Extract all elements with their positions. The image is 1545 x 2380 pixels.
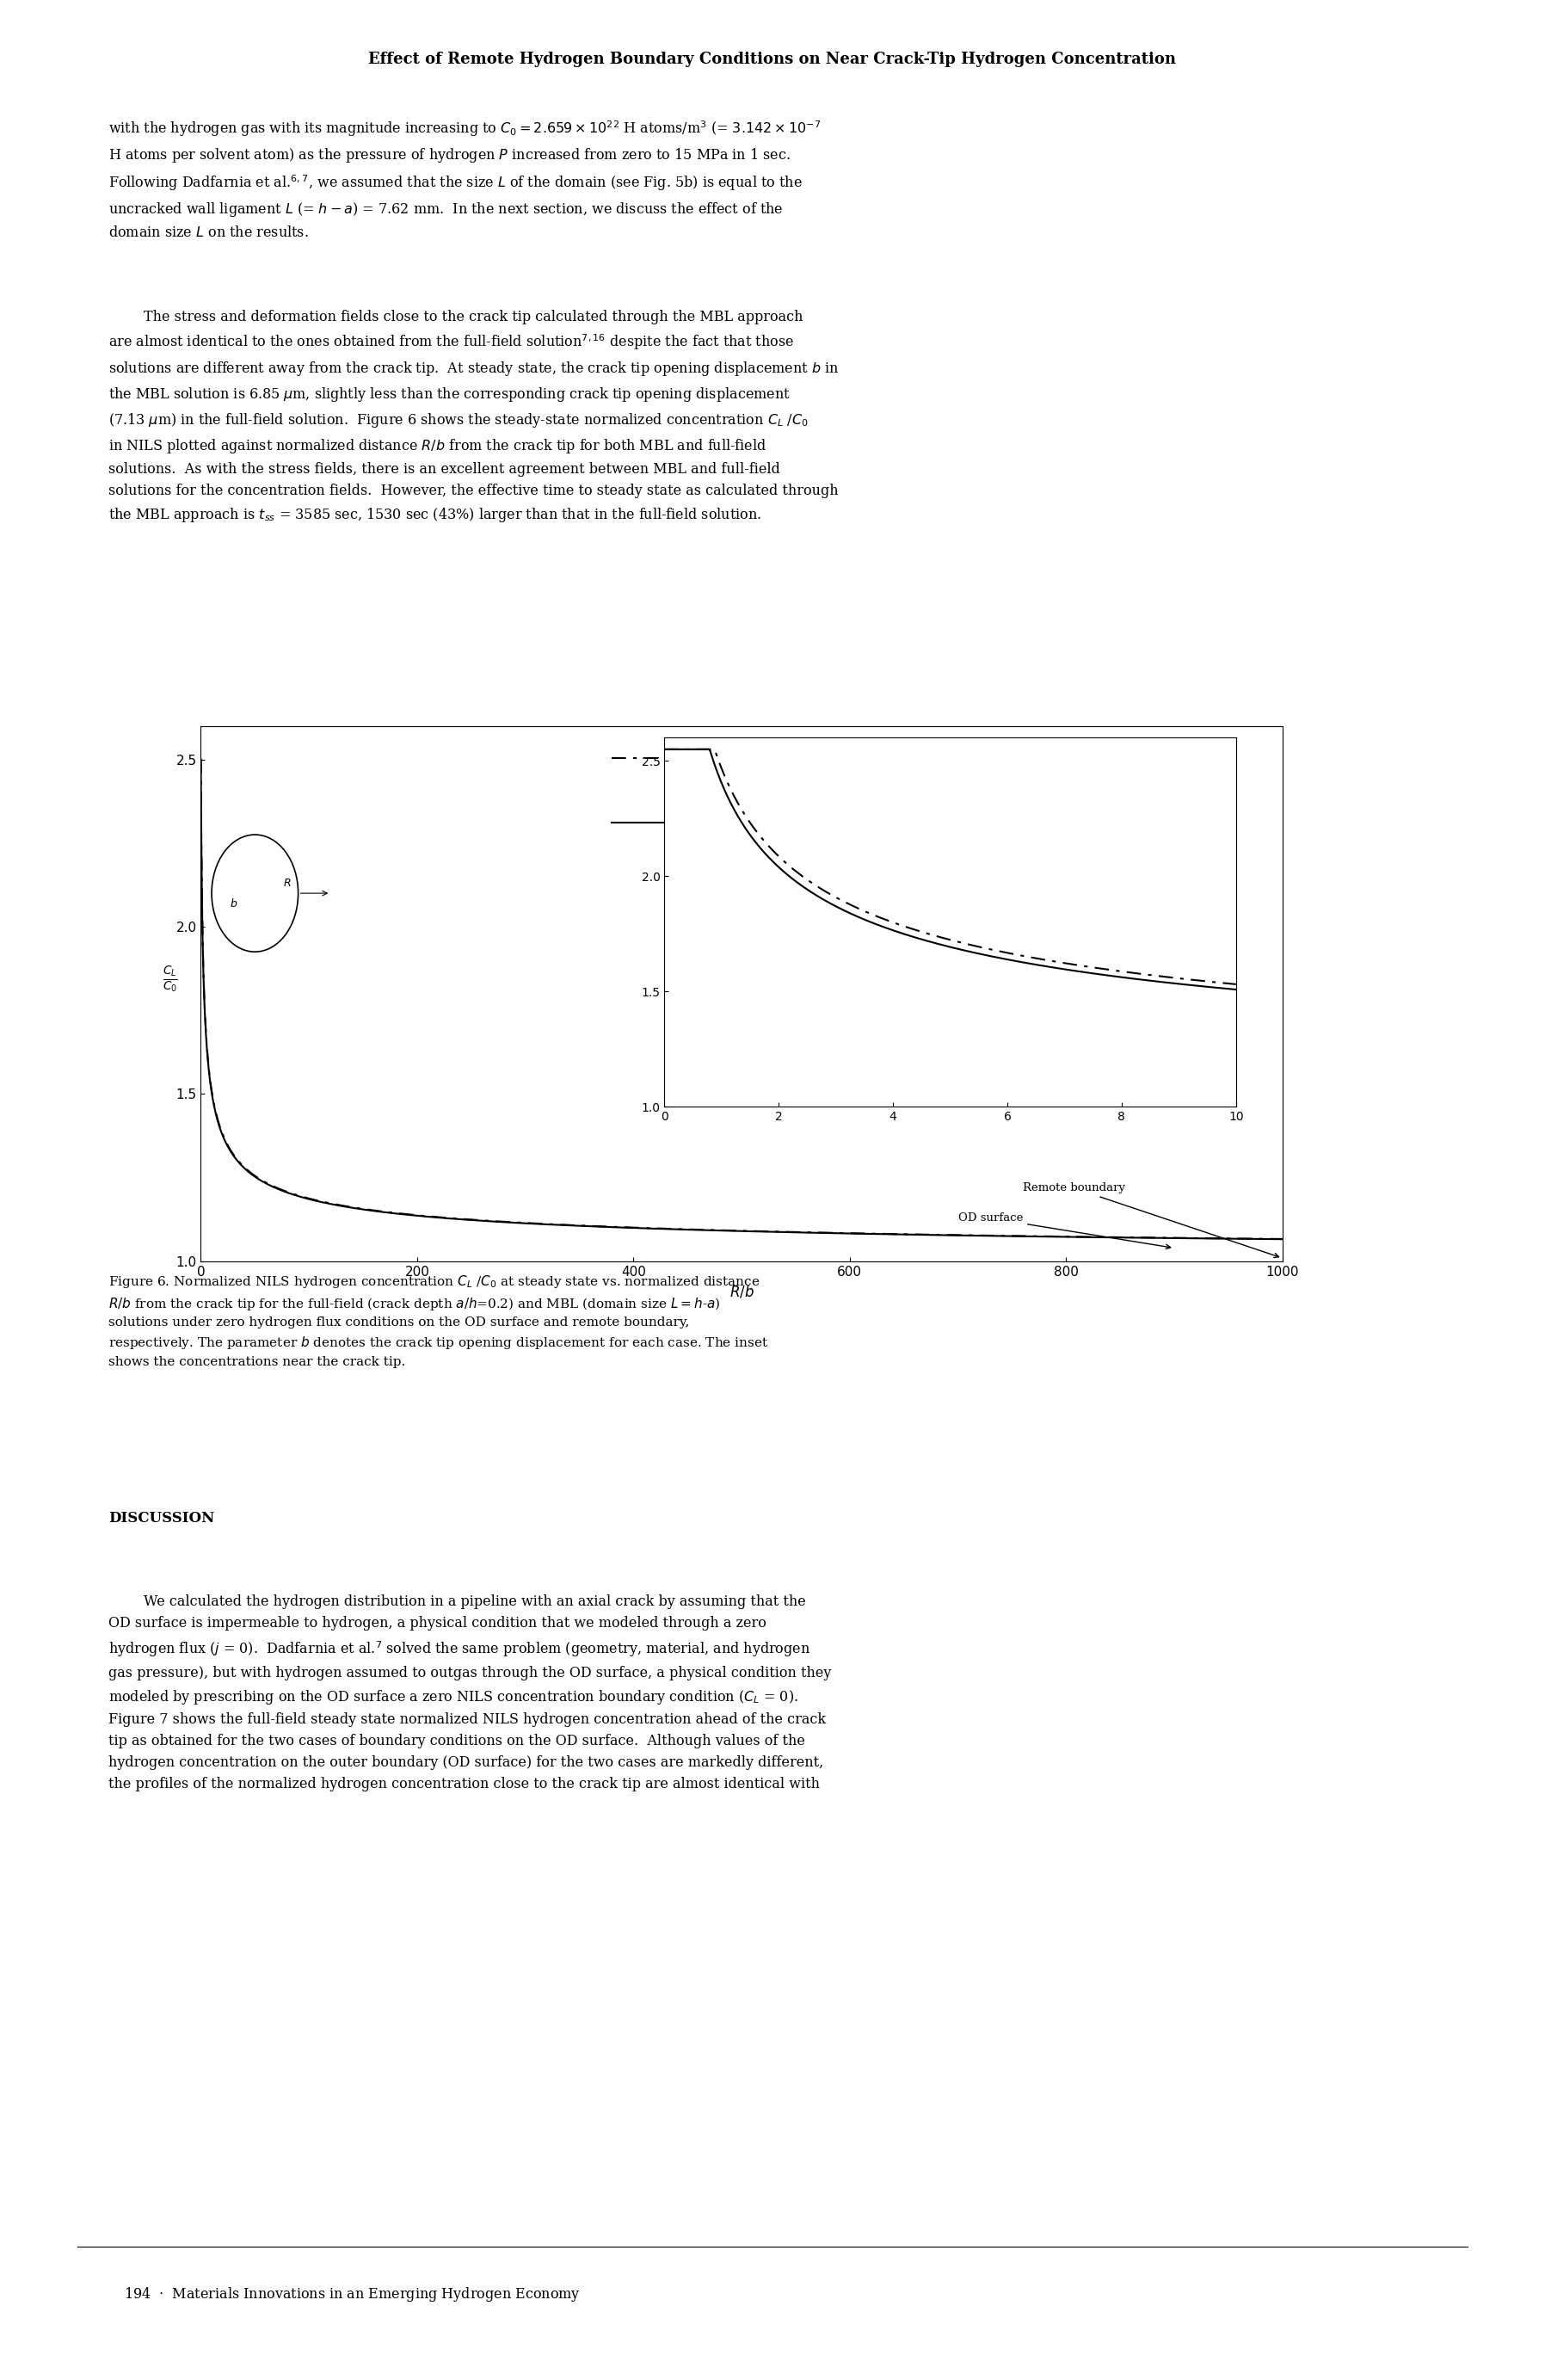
Ellipse shape [212,835,298,952]
Text: OD surface: OD surface [958,1214,1171,1250]
Text: $R$: $R$ [283,878,292,888]
Text: Remote boundary: Remote boundary [1023,1183,1279,1257]
Text: with the hydrogen gas with its magnitude increasing to $C_0 = 2.659\times10^{22}: with the hydrogen gas with its magnitude… [108,119,820,240]
Text: $K_I$ = 34.12 MPa$\sqrt{m}$: $K_I$ = 34.12 MPa$\sqrt{m}$ [980,869,1086,883]
Text: 194  $\cdot$  Materials Innovations in an Emerging Hydrogen Economy: 194 $\cdot$ Materials Innovations in an … [124,2285,581,2304]
Text: We calculated the hydrogen distribution in a pipeline with an axial crack by ass: We calculated the hydrogen distribution … [108,1595,831,1792]
Text: Modified Boundary Layer solution: Modified Boundary Layer solution [731,816,918,828]
Text: Elastoplastic full-field solution  $P$ = 15 MPa: Elastoplastic full-field solution $P$ = … [731,750,969,766]
Text: Effect of Remote Hydrogen Boundary Conditions on Near Crack-Tip Hydrogen Concent: Effect of Remote Hydrogen Boundary Condi… [369,52,1176,67]
X-axis label: $R/b$: $R/b$ [729,1283,754,1299]
Text: The stress and deformation fields close to the crack tip calculated through the : The stress and deformation fields close … [108,309,839,524]
Text: Figure 6. Normalized NILS hydrogen concentration $C_L$ /$C_0$ at steady state vs: Figure 6. Normalized NILS hydrogen conce… [108,1273,768,1368]
Text: DISCUSSION: DISCUSSION [108,1511,215,1526]
Text: $T/\sigma_0$ = -0.316: $T/\sigma_0$ = -0.316 [980,923,1054,935]
Text: $b$: $b$ [229,897,238,909]
Y-axis label: $\frac{C_L}{C_0}$: $\frac{C_L}{C_0}$ [162,964,178,995]
